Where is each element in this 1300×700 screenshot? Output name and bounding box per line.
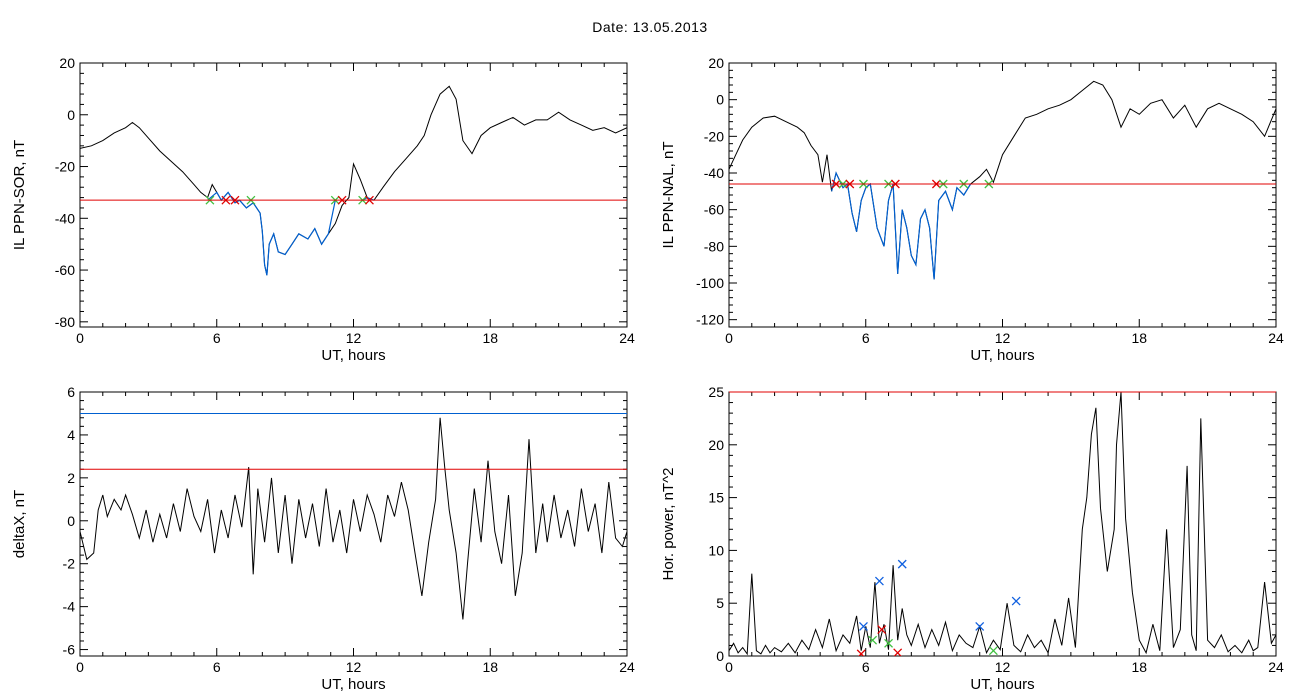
cross-marker [975,621,985,631]
x-tick-label: 12 [995,330,1011,346]
y-tick-label: -2 [63,556,76,572]
series-line [80,85,627,276]
y-tick-label: 20 [708,55,724,71]
x-tick-label: 24 [1268,330,1284,346]
y-tick-label: 4 [67,427,75,443]
x-tick-label: 6 [862,659,870,675]
x-tick-label: 0 [76,330,84,346]
y-tick-label: -40 [704,165,724,181]
y-tick-label: -40 [55,210,75,226]
y-tick-label: -80 [704,238,724,254]
series-line [80,417,627,620]
y-tick-label: 20 [59,55,75,71]
chart-panel-4: 0 6 12 18 24 0 5 10 15 20 25 UT, hours Hor. power, n… [660,384,1284,693]
plot-area [80,85,627,276]
y-tick-label: 6 [67,384,75,400]
y-tick-label: -60 [704,202,724,218]
figure-title: Date: 13.05.2013 [592,19,708,35]
cross-marker-stroke [884,638,894,648]
y-tick-label: -120 [696,312,724,328]
plot-frame [728,391,1277,657]
x-tick-label: 18 [482,659,498,675]
x-tick-label: 6 [862,330,870,346]
x-tick-label: 24 [619,659,635,675]
x-tick-label: 0 [725,659,733,675]
cross-marker [874,576,884,586]
cross-marker-stroke [988,646,998,656]
y-axis-label: IL PPN-NAL, nT [660,142,677,249]
y-tick-label: -6 [63,642,76,658]
cross-marker [884,638,894,648]
x-tick-label: 12 [995,659,1011,675]
y-tick-label: -20 [55,159,75,175]
plot-area [729,80,1276,280]
cross-marker [988,646,998,656]
plot-frame [79,62,628,328]
y-tick-label: 20 [708,437,724,453]
plot-frame [728,62,1277,328]
chart-panel-1: 0 6 12 18 24 -80 -60 -40 -20 0 20 UT, hours IL PPN-S… [11,55,635,364]
chart-panel-2: 0 6 12 18 24 -120 -100 -80 -60 -40 -20 0 20 UT, hours… [660,55,1284,364]
below-threshold-segment [207,191,336,276]
y-tick-label: 10 [708,542,724,558]
plot-area [729,392,1276,656]
y-tick-label: 0 [716,648,724,664]
x-axis-label: UT, hours [321,347,385,364]
cross-marker [897,559,907,569]
cross-marker-stroke [975,621,985,631]
y-tick-label: 0 [67,513,75,529]
cross-marker [1011,596,1021,606]
cross-marker-stroke [877,625,887,635]
cross-marker [893,648,903,656]
cross-marker [856,649,866,656]
x-axis-label: UT, hours [970,676,1034,693]
cross-marker-stroke [868,635,878,645]
cross-marker-stroke [874,576,884,586]
y-axis-label: IL PPN-SOR, nT [11,140,28,250]
y-tick-label: 0 [67,107,75,123]
y-tick-label: 5 [716,595,724,611]
y-tick-label: 2 [67,470,75,486]
cross-marker-stroke [893,648,903,656]
x-tick-label: 18 [482,330,498,346]
x-tick-label: 12 [346,330,362,346]
plot-area [80,417,627,620]
x-tick-label: 6 [213,659,221,675]
x-tick-label: 6 [213,330,221,346]
y-tick-label: -4 [63,599,76,615]
cross-marker-stroke [858,649,866,656]
series-line [729,80,1276,280]
x-tick-label: 0 [725,330,733,346]
y-tick-label: -80 [55,314,75,330]
x-tick-label: 18 [1131,659,1147,675]
x-tick-label: 0 [76,659,84,675]
x-tick-label: 24 [619,330,635,346]
cross-marker [868,635,878,645]
cross-marker-stroke [1011,596,1021,606]
y-axis-label: Hor. power, nT^2 [660,468,677,581]
x-tick-label: 24 [1268,659,1284,675]
y-tick-label: 25 [708,384,724,400]
y-tick-label: -20 [704,128,724,144]
x-tick-label: 18 [1131,330,1147,346]
below-threshold-segment [831,171,972,280]
x-axis-label: UT, hours [321,676,385,693]
y-tick-label: 15 [708,490,724,506]
y-tick-label: -100 [696,275,724,291]
series-line [729,392,1276,656]
cross-marker [877,625,887,635]
x-tick-label: 12 [346,659,362,675]
cross-marker-stroke [897,559,907,569]
cross-marker [859,621,868,631]
x-axis-label: UT, hours [970,347,1034,364]
cross-marker-stroke [859,621,868,631]
y-axis-label: deltaX, nT [11,490,28,558]
y-tick-label: 0 [716,92,724,108]
y-tick-label: -60 [55,262,75,278]
